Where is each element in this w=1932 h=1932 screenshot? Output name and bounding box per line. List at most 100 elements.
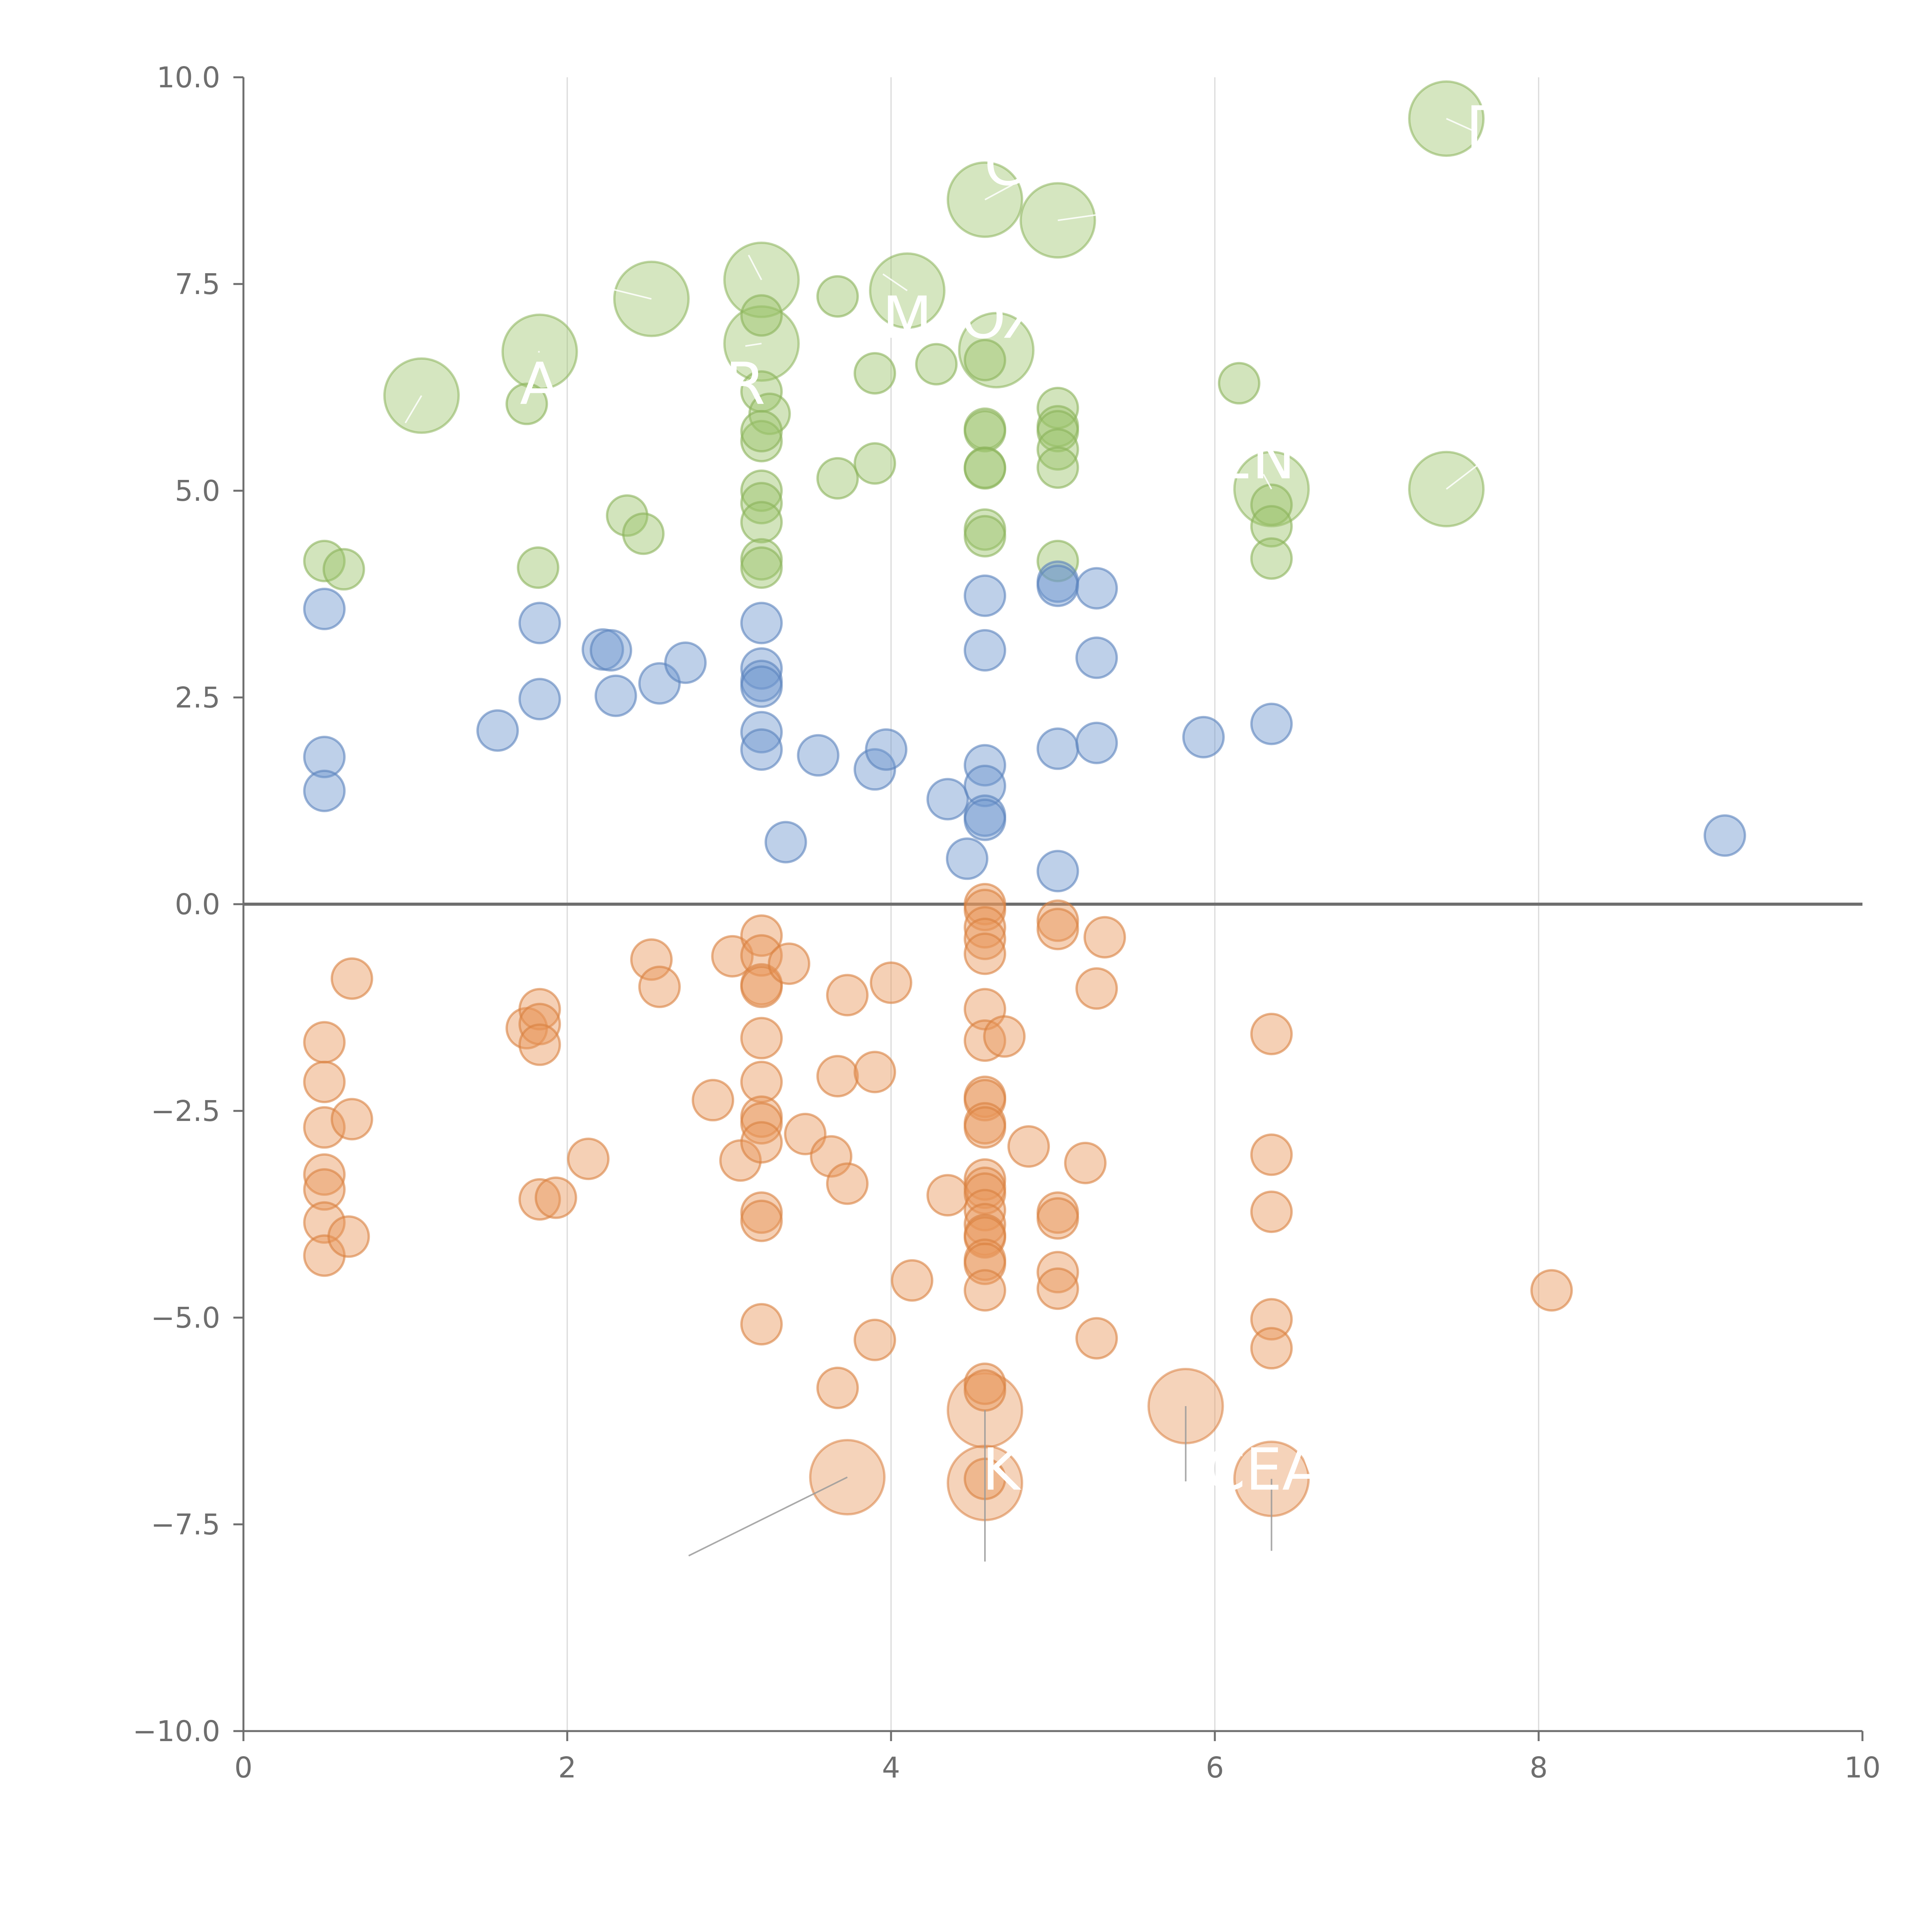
orange-point <box>1250 1012 1293 1055</box>
annotation-line-11 <box>1446 461 1483 490</box>
orange-point <box>964 1106 1007 1149</box>
green-point <box>517 546 560 589</box>
annotation-leader-line <box>1262 474 1272 490</box>
annotation-line-12 <box>688 1476 848 1557</box>
orange-point <box>1250 1327 1293 1370</box>
orange-point <box>518 1178 561 1221</box>
orange-point <box>816 1366 859 1409</box>
blue-point <box>926 778 969 821</box>
blue-point <box>740 602 783 645</box>
orange-point <box>964 1269 1007 1312</box>
blue-point <box>590 629 633 672</box>
orange-point <box>870 961 912 1004</box>
orange-point <box>630 938 673 981</box>
orange-point <box>740 1303 783 1346</box>
annotation-label: C <box>984 131 1025 199</box>
annotation-line-4 <box>748 255 762 281</box>
blue-point <box>664 641 707 684</box>
blue-point <box>1036 727 1079 770</box>
orange-point <box>1075 967 1118 1010</box>
orange-point <box>1530 1269 1573 1312</box>
green-point <box>622 512 665 555</box>
orange-point <box>330 1098 373 1141</box>
green-point <box>964 515 1007 558</box>
orange-point <box>826 974 869 1017</box>
blue-point <box>964 798 1007 841</box>
orange-point <box>810 1135 852 1178</box>
green-point <box>740 410 783 452</box>
green-point <box>915 343 958 386</box>
data-points <box>303 80 1746 1521</box>
annotation-label: CEA <box>1205 1436 1322 1503</box>
orange-point <box>1036 1267 1079 1310</box>
blue-point <box>964 574 1007 617</box>
green-point <box>1218 362 1260 405</box>
blue-point <box>1036 565 1079 607</box>
annotation-OX: OX <box>960 284 1042 352</box>
annotation-line-8 <box>1058 209 1134 221</box>
annotation-M: M <box>882 273 932 352</box>
green-point <box>854 352 896 395</box>
annotation-leader-line <box>1446 118 1475 132</box>
green-point <box>740 501 783 544</box>
green-point <box>740 294 783 337</box>
blue-point <box>303 588 346 631</box>
orange-point <box>854 1051 896 1094</box>
annotation-leader-line <box>607 287 652 300</box>
orange-point <box>964 888 1007 931</box>
orange-point <box>1064 1141 1107 1184</box>
green-point <box>1250 483 1293 526</box>
blue-point <box>964 764 1007 807</box>
y-tick-label: −2.5 <box>151 1095 220 1128</box>
annotation-leader-line <box>748 255 762 281</box>
annotations: A R M OX C EN D K CEA <box>405 94 1510 1562</box>
annotation-leader-line <box>882 273 908 291</box>
annotation-line-2 <box>607 287 652 300</box>
green-point <box>816 457 859 500</box>
annotation-label: R <box>725 350 765 418</box>
blue-point <box>1250 702 1293 745</box>
annotation-leader-line <box>1446 461 1483 490</box>
orange-point <box>891 1259 934 1302</box>
y-tick-label: −7.5 <box>151 1508 220 1541</box>
annotation-label: EN <box>1215 425 1295 492</box>
y-tick-label: 0.0 <box>175 888 220 921</box>
blue-point <box>964 629 1007 672</box>
blue-point <box>740 647 783 690</box>
blue-point <box>594 674 637 717</box>
series-blue <box>303 560 1746 893</box>
green-point <box>322 548 365 591</box>
orange-point <box>964 917 1007 960</box>
orange-point <box>1250 1190 1293 1233</box>
annotation-EN: EN <box>1215 425 1295 492</box>
x-tick-label: 8 <box>1529 1751 1548 1784</box>
annotation-leader-line <box>688 1476 848 1557</box>
blue-point <box>764 821 807 864</box>
y-tick-label: 2.5 <box>175 681 220 714</box>
orange-point <box>964 1369 1007 1412</box>
orange-point <box>518 988 561 1031</box>
orange-point <box>1036 908 1079 951</box>
annotation-C: C <box>984 131 1025 201</box>
orange-point <box>1250 1133 1293 1176</box>
green-point <box>505 383 548 425</box>
annotation-label: M <box>882 284 932 352</box>
blue-point <box>518 678 561 721</box>
blue-point <box>740 711 783 753</box>
orange-point <box>303 1106 346 1149</box>
green-point <box>740 469 783 512</box>
annotation-leader-line <box>985 184 1013 201</box>
orange-point <box>303 1021 346 1064</box>
annotation-leader-line <box>745 343 762 347</box>
y-tick-label: 7.5 <box>175 268 220 301</box>
green-point <box>964 338 1007 381</box>
tick-labels: 0 2 4 6 8 10 10.0 7.5 5.0 2.5 0.0 −2.5 −5.0 −7.5 −10.0 <box>133 61 1881 1784</box>
y-tick-label: −5.0 <box>151 1301 220 1335</box>
annotation-D: D <box>1446 94 1510 162</box>
annotation-leader-line <box>405 395 422 423</box>
blue-point <box>1036 850 1079 893</box>
orange-point <box>303 1168 346 1211</box>
orange-point <box>768 942 811 985</box>
y-tick-label: 10.0 <box>156 61 220 94</box>
green-point <box>606 494 649 537</box>
